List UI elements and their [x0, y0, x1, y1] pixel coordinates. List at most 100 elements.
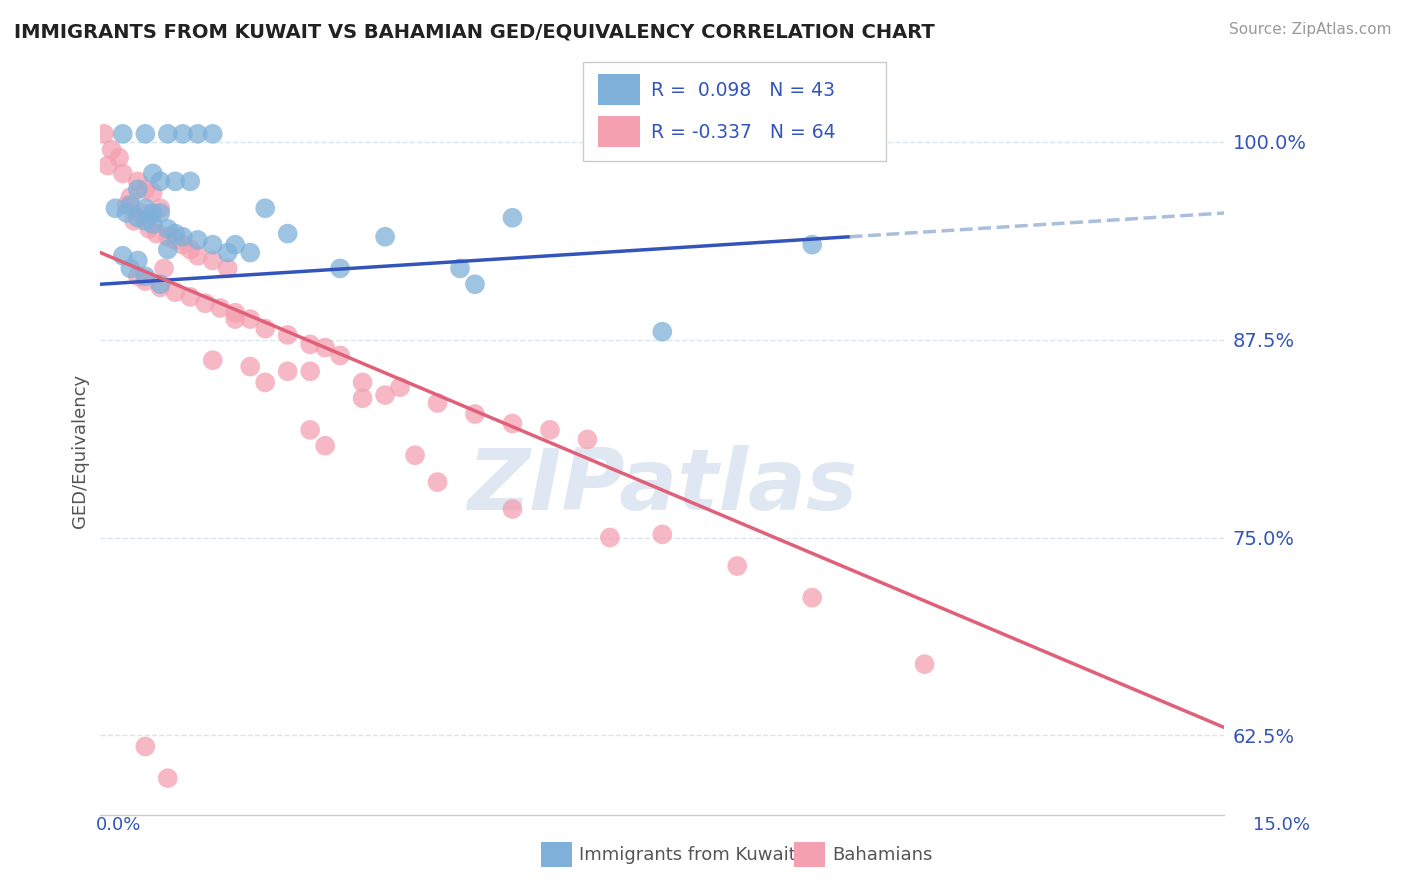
Point [501, 417, 523, 431]
Point [145, 227, 167, 241]
Point [426, 396, 449, 410]
Point [187, 249, 209, 263]
Point [801, 237, 824, 252]
Point [201, 253, 224, 268]
Point [138, 222, 160, 236]
Point [120, 198, 142, 212]
Point [134, 269, 156, 284]
Point [149, 280, 172, 294]
Point [651, 325, 673, 339]
Point [93, 127, 115, 141]
Point [254, 321, 277, 335]
Point [127, 182, 149, 196]
Point [239, 359, 262, 374]
Point [127, 253, 149, 268]
Text: 0.0%: 0.0% [96, 816, 141, 834]
Point [111, 249, 134, 263]
Point [426, 475, 449, 489]
Point [209, 301, 232, 315]
Text: Immigrants from Kuwait: Immigrants from Kuwait [579, 846, 796, 863]
Point [277, 327, 299, 342]
Point [501, 211, 523, 225]
Point [224, 306, 246, 320]
Point [115, 206, 138, 220]
Point [127, 174, 149, 188]
Point [254, 201, 277, 215]
Point [134, 739, 156, 754]
Point [725, 559, 748, 574]
Point [224, 312, 246, 326]
Point [100, 143, 122, 157]
Point [389, 380, 412, 394]
Point [801, 591, 824, 605]
Point [464, 277, 486, 292]
Point [127, 211, 149, 225]
Point [352, 376, 374, 390]
Point [449, 261, 471, 276]
Point [374, 229, 396, 244]
Point [122, 214, 145, 228]
Point [142, 186, 165, 200]
Point [153, 261, 176, 276]
Point [149, 277, 172, 292]
Y-axis label: GED/Equivalency: GED/Equivalency [72, 374, 89, 527]
Point [299, 423, 322, 437]
Point [187, 127, 209, 141]
Point [97, 159, 120, 173]
Point [149, 201, 172, 215]
Point [299, 337, 322, 351]
Point [111, 127, 134, 141]
Point [165, 285, 187, 300]
Point [131, 206, 153, 220]
Point [201, 237, 224, 252]
Point [149, 206, 172, 220]
Point [156, 229, 179, 244]
Point [111, 166, 134, 180]
Text: Bahamians: Bahamians [832, 846, 932, 863]
Point [314, 341, 336, 355]
Point [374, 388, 396, 402]
Point [134, 274, 156, 288]
Text: ZIPatlas: ZIPatlas [467, 445, 858, 528]
Point [104, 201, 127, 215]
Point [134, 214, 156, 228]
Point [156, 222, 179, 236]
Text: R = -0.337   N = 64: R = -0.337 N = 64 [651, 122, 835, 142]
Point [134, 182, 156, 196]
Point [314, 439, 336, 453]
Point [217, 245, 239, 260]
Point [501, 502, 523, 516]
Point [172, 229, 194, 244]
Point [115, 198, 138, 212]
Point [142, 166, 165, 180]
Point [254, 376, 277, 390]
Point [165, 233, 187, 247]
Point [352, 391, 374, 405]
Point [165, 174, 187, 188]
Point [165, 227, 187, 241]
Point [224, 237, 246, 252]
Point [404, 448, 426, 462]
Point [187, 233, 209, 247]
Point [576, 433, 599, 447]
Point [217, 261, 239, 276]
Point [156, 771, 179, 785]
Point [239, 312, 262, 326]
Point [120, 190, 142, 204]
Point [914, 657, 936, 672]
Point [134, 201, 156, 215]
Point [156, 127, 179, 141]
Text: 15.0%: 15.0% [1253, 816, 1310, 834]
Point [172, 127, 194, 141]
Point [149, 174, 172, 188]
Point [329, 261, 352, 276]
Point [179, 174, 201, 188]
Text: IMMIGRANTS FROM KUWAIT VS BAHAMIAN GED/EQUIVALENCY CORRELATION CHART: IMMIGRANTS FROM KUWAIT VS BAHAMIAN GED/E… [14, 22, 935, 41]
Point [142, 217, 165, 231]
Point [194, 296, 217, 310]
Text: Source: ZipAtlas.com: Source: ZipAtlas.com [1229, 22, 1392, 37]
Point [277, 364, 299, 378]
Point [599, 531, 621, 545]
Point [201, 127, 224, 141]
Point [651, 527, 673, 541]
